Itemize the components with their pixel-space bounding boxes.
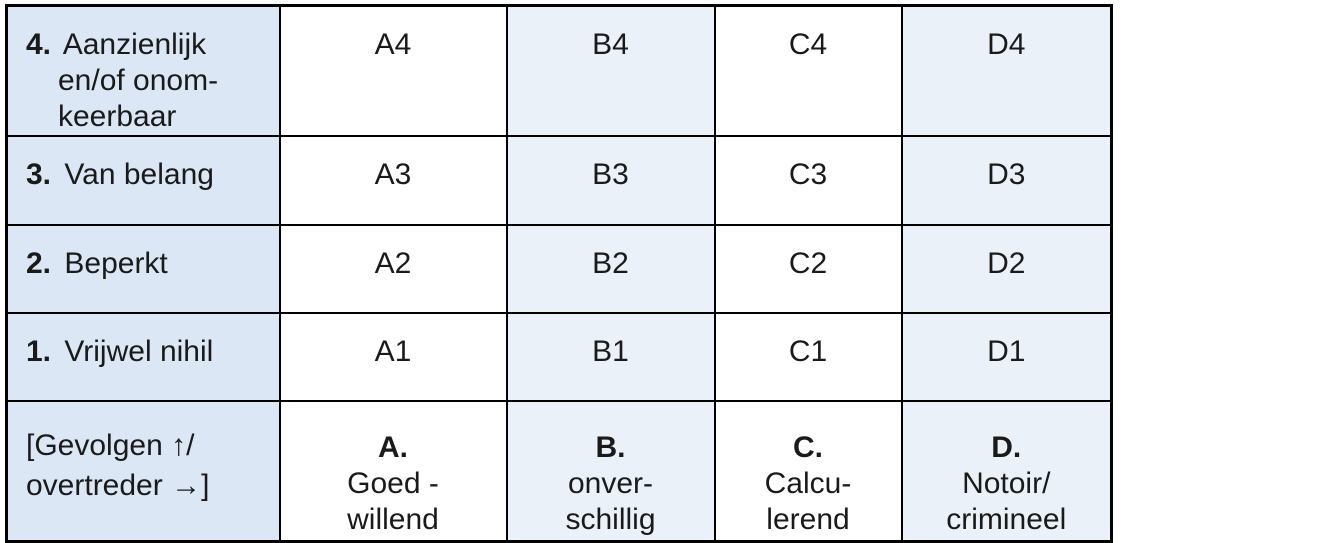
- row-number: 2.: [26, 247, 52, 280]
- cell-a4: A4: [278, 4, 508, 137]
- row-number: 1.: [26, 335, 52, 368]
- column-letter: A.: [378, 431, 408, 464]
- cell-b4: B4: [505, 4, 716, 137]
- table-row: 2. Beperkt A2 B2 C2 D2: [5, 224, 1113, 314]
- cell-d2: D2: [900, 224, 1113, 314]
- cell-b1: B1: [505, 312, 716, 402]
- cell-a3: A3: [278, 135, 508, 226]
- row-number: 3.: [26, 158, 52, 191]
- row-label-3: 3. Van belang: [5, 135, 281, 226]
- cell-b2: B2: [505, 224, 716, 314]
- table-row-axis-header: [Gevolgen ↑/ overtreder →] A. Goed - wil…: [5, 400, 1113, 542]
- cell-a1: A1: [278, 312, 508, 402]
- table-row: 4. Aanzienlijk en/of onom- keerbaar A4 B…: [5, 4, 1113, 137]
- cell-d4: D4: [900, 4, 1113, 137]
- row-label-text: Vrijwel nihil: [64, 335, 214, 368]
- cell-a2: A2: [278, 224, 508, 314]
- row-label-text: Beperkt: [64, 247, 168, 280]
- column-description: Goed - willend: [347, 467, 439, 536]
- cell-c4: C4: [713, 4, 903, 137]
- column-letter: B.: [595, 431, 626, 464]
- row-label-text: Van belang: [64, 158, 214, 191]
- row-label-1: 1. Vrijwel nihil: [5, 312, 281, 402]
- column-header-d: D. Notoir/ crimineel: [900, 400, 1113, 542]
- cell-b3: B3: [505, 135, 716, 226]
- row-number: 4.: [26, 28, 52, 61]
- table-row: 1. Vrijwel nihil A1 B1 C1 D1: [5, 312, 1113, 402]
- axis-legend-label: [Gevolgen ↑/ overtreder →]: [5, 400, 281, 542]
- column-letter: C.: [793, 431, 823, 464]
- column-letter: D.: [991, 431, 1022, 464]
- cell-d3: D3: [900, 135, 1113, 226]
- column-header-a: A. Goed - willend: [278, 400, 508, 542]
- row-label-4: 4. Aanzienlijk en/of onom- keerbaar: [5, 4, 281, 137]
- column-header-b: B. onver- schillig: [505, 400, 716, 542]
- column-description: Calcu- lerend: [764, 467, 852, 536]
- row-label-text: Aanzienlijk en/of onom- keerbaar: [58, 28, 219, 133]
- table-row: 3. Van belang A3 B3 C3 D3: [5, 135, 1113, 226]
- column-header-c: C. Calcu- lerend: [713, 400, 903, 542]
- row-label-2: 2. Beperkt: [5, 224, 281, 314]
- column-description: onver- schillig: [565, 467, 656, 536]
- cell-c1: C1: [713, 312, 903, 402]
- cell-c3: C3: [713, 135, 903, 226]
- intervention-matrix-table: 4. Aanzienlijk en/of onom- keerbaar A4 B…: [5, 4, 1113, 543]
- column-description: Notoir/ crimineel: [946, 467, 1067, 536]
- cell-c2: C2: [713, 224, 903, 314]
- cell-d1: D1: [900, 312, 1113, 402]
